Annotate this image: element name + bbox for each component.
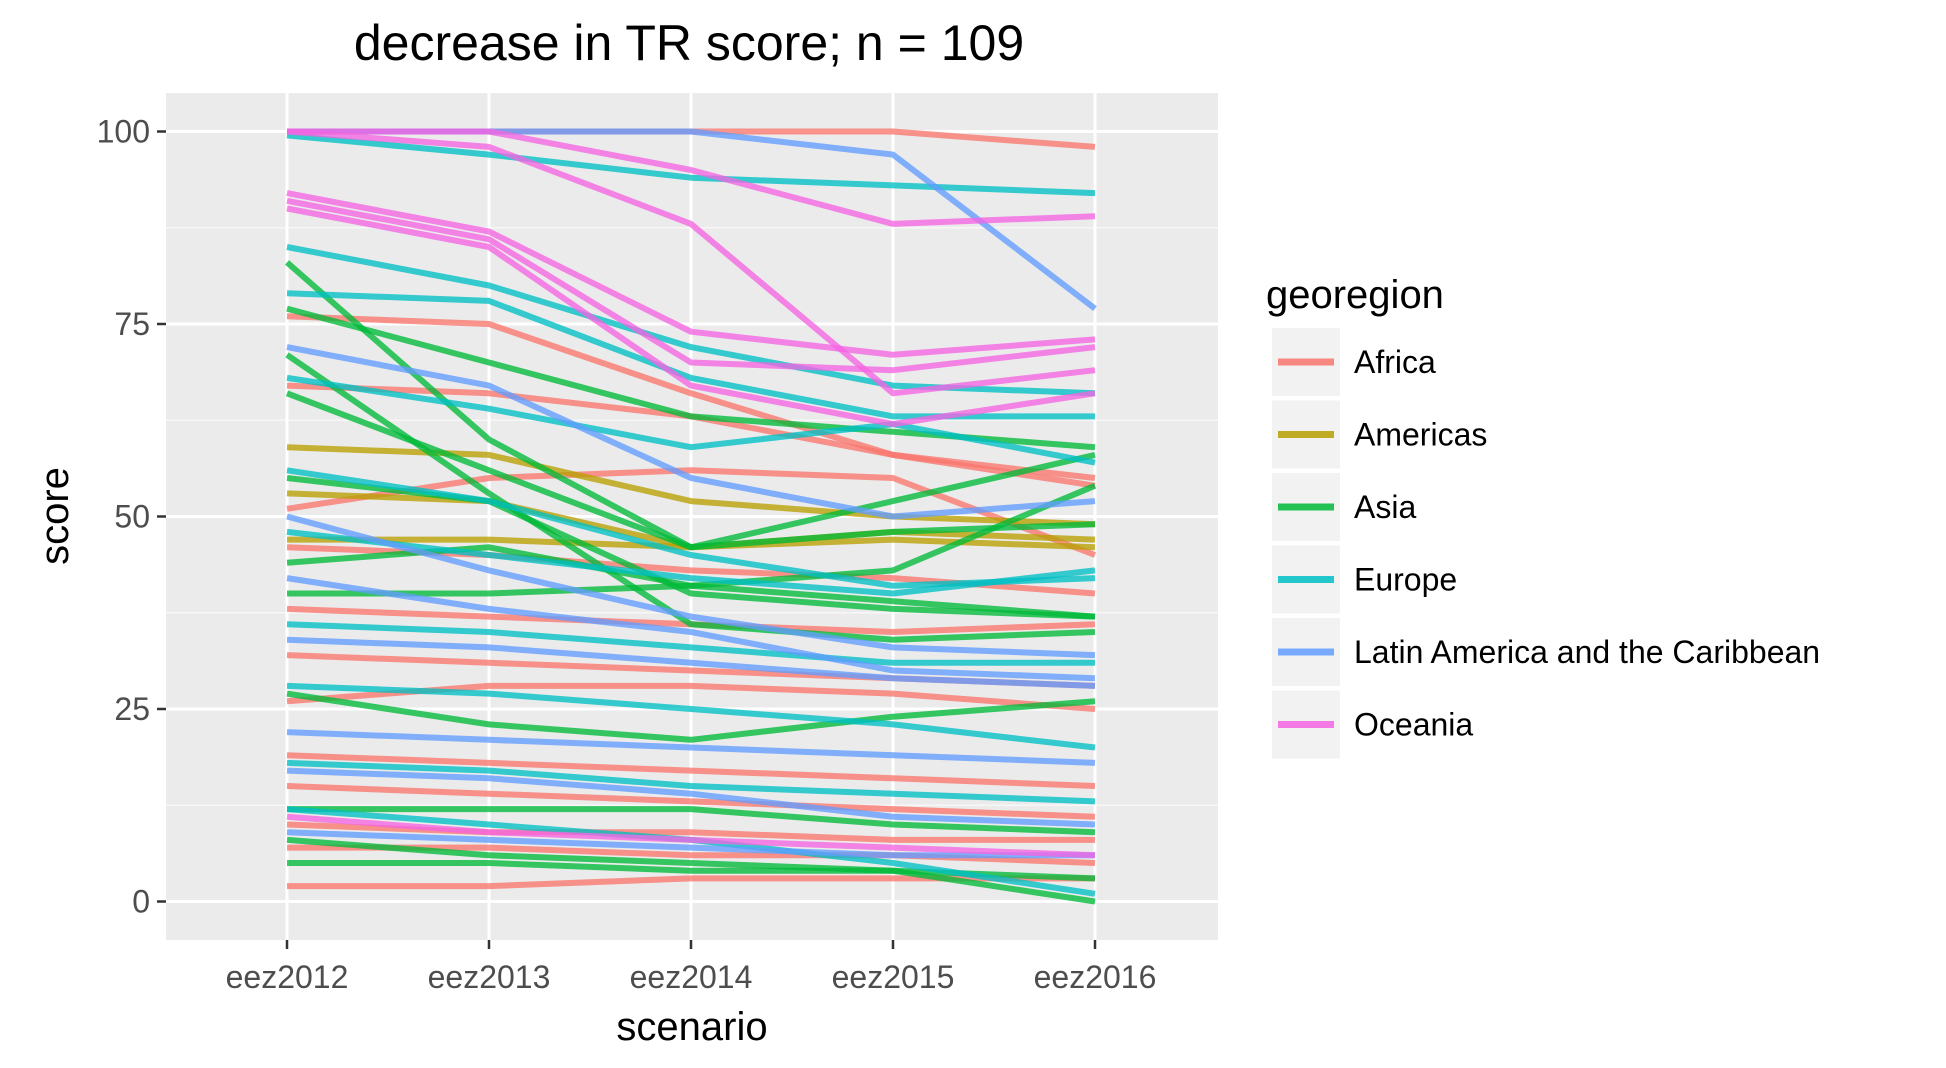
x-tick-label: eez2015: [832, 959, 955, 995]
series-line: [286, 513, 1096, 659]
legend-label: Africa: [1354, 344, 1436, 380]
series-line: [286, 813, 1096, 859]
series-line: [286, 783, 1096, 820]
series-line: [286, 729, 1096, 766]
legend-label: Europe: [1354, 562, 1457, 598]
series-line: [286, 752, 1096, 789]
series-line: [286, 190, 1096, 358]
legend-label: Oceania: [1354, 707, 1473, 743]
series-line: [285, 390, 1096, 551]
series-line: [286, 528, 1096, 597]
series-line: [286, 829, 1095, 859]
legend: georegion Africa Americas Asia Europe Latin …: [1266, 273, 1820, 759]
series-line: [286, 636, 1096, 689]
x-tick-label: eez2016: [1034, 959, 1157, 995]
series-line: [286, 690, 1096, 743]
series-line: [287, 128, 1096, 227]
y-tick-label: 100: [97, 114, 150, 150]
legend-label: Asia: [1354, 489, 1416, 525]
series-line: [286, 197, 1096, 374]
series-line: [286, 575, 1096, 682]
series-line: [286, 128, 1096, 397]
legend-title: georegion: [1266, 273, 1444, 317]
y-tick-label: 0: [132, 884, 150, 920]
y-tick-label: 25: [114, 691, 150, 727]
series-line: [286, 836, 1096, 905]
series-line: [286, 444, 1096, 528]
legend-label: Latin America and the Caribbean: [1354, 634, 1820, 670]
series-line: [287, 806, 1096, 836]
x-axis: eez2012 eez2013 eez2014 eez2015 eez2016: [226, 940, 1157, 995]
x-tick-label: eez2013: [428, 959, 551, 995]
x-axis-title: scenario: [616, 1005, 767, 1049]
y-axis: 0 25 50 75 100: [97, 114, 166, 920]
y-tick-label: 75: [114, 306, 150, 342]
series-line: [286, 682, 1096, 751]
legend-label: Americas: [1354, 417, 1487, 453]
series-line: [286, 759, 1096, 805]
x-tick-label: eez2014: [630, 959, 753, 995]
series-lines: [285, 128, 1097, 905]
major-gridlines: [166, 93, 1218, 940]
series-line: [286, 621, 1095, 666]
series-line: [286, 374, 1096, 466]
series-line: [286, 344, 1096, 520]
y-axis-title: score: [33, 467, 77, 565]
y-tick-label: 50: [114, 499, 150, 535]
x-tick-label: eez2012: [226, 959, 349, 995]
series-line: [287, 582, 1096, 620]
series-line: [286, 767, 1096, 828]
series-line: [286, 132, 1096, 197]
series-line: [286, 205, 1096, 428]
legend-items: Africa Americas Asia Europe Latin America an…: [1272, 328, 1820, 759]
chart-title: decrease in TR score; n = 109: [354, 15, 1024, 71]
